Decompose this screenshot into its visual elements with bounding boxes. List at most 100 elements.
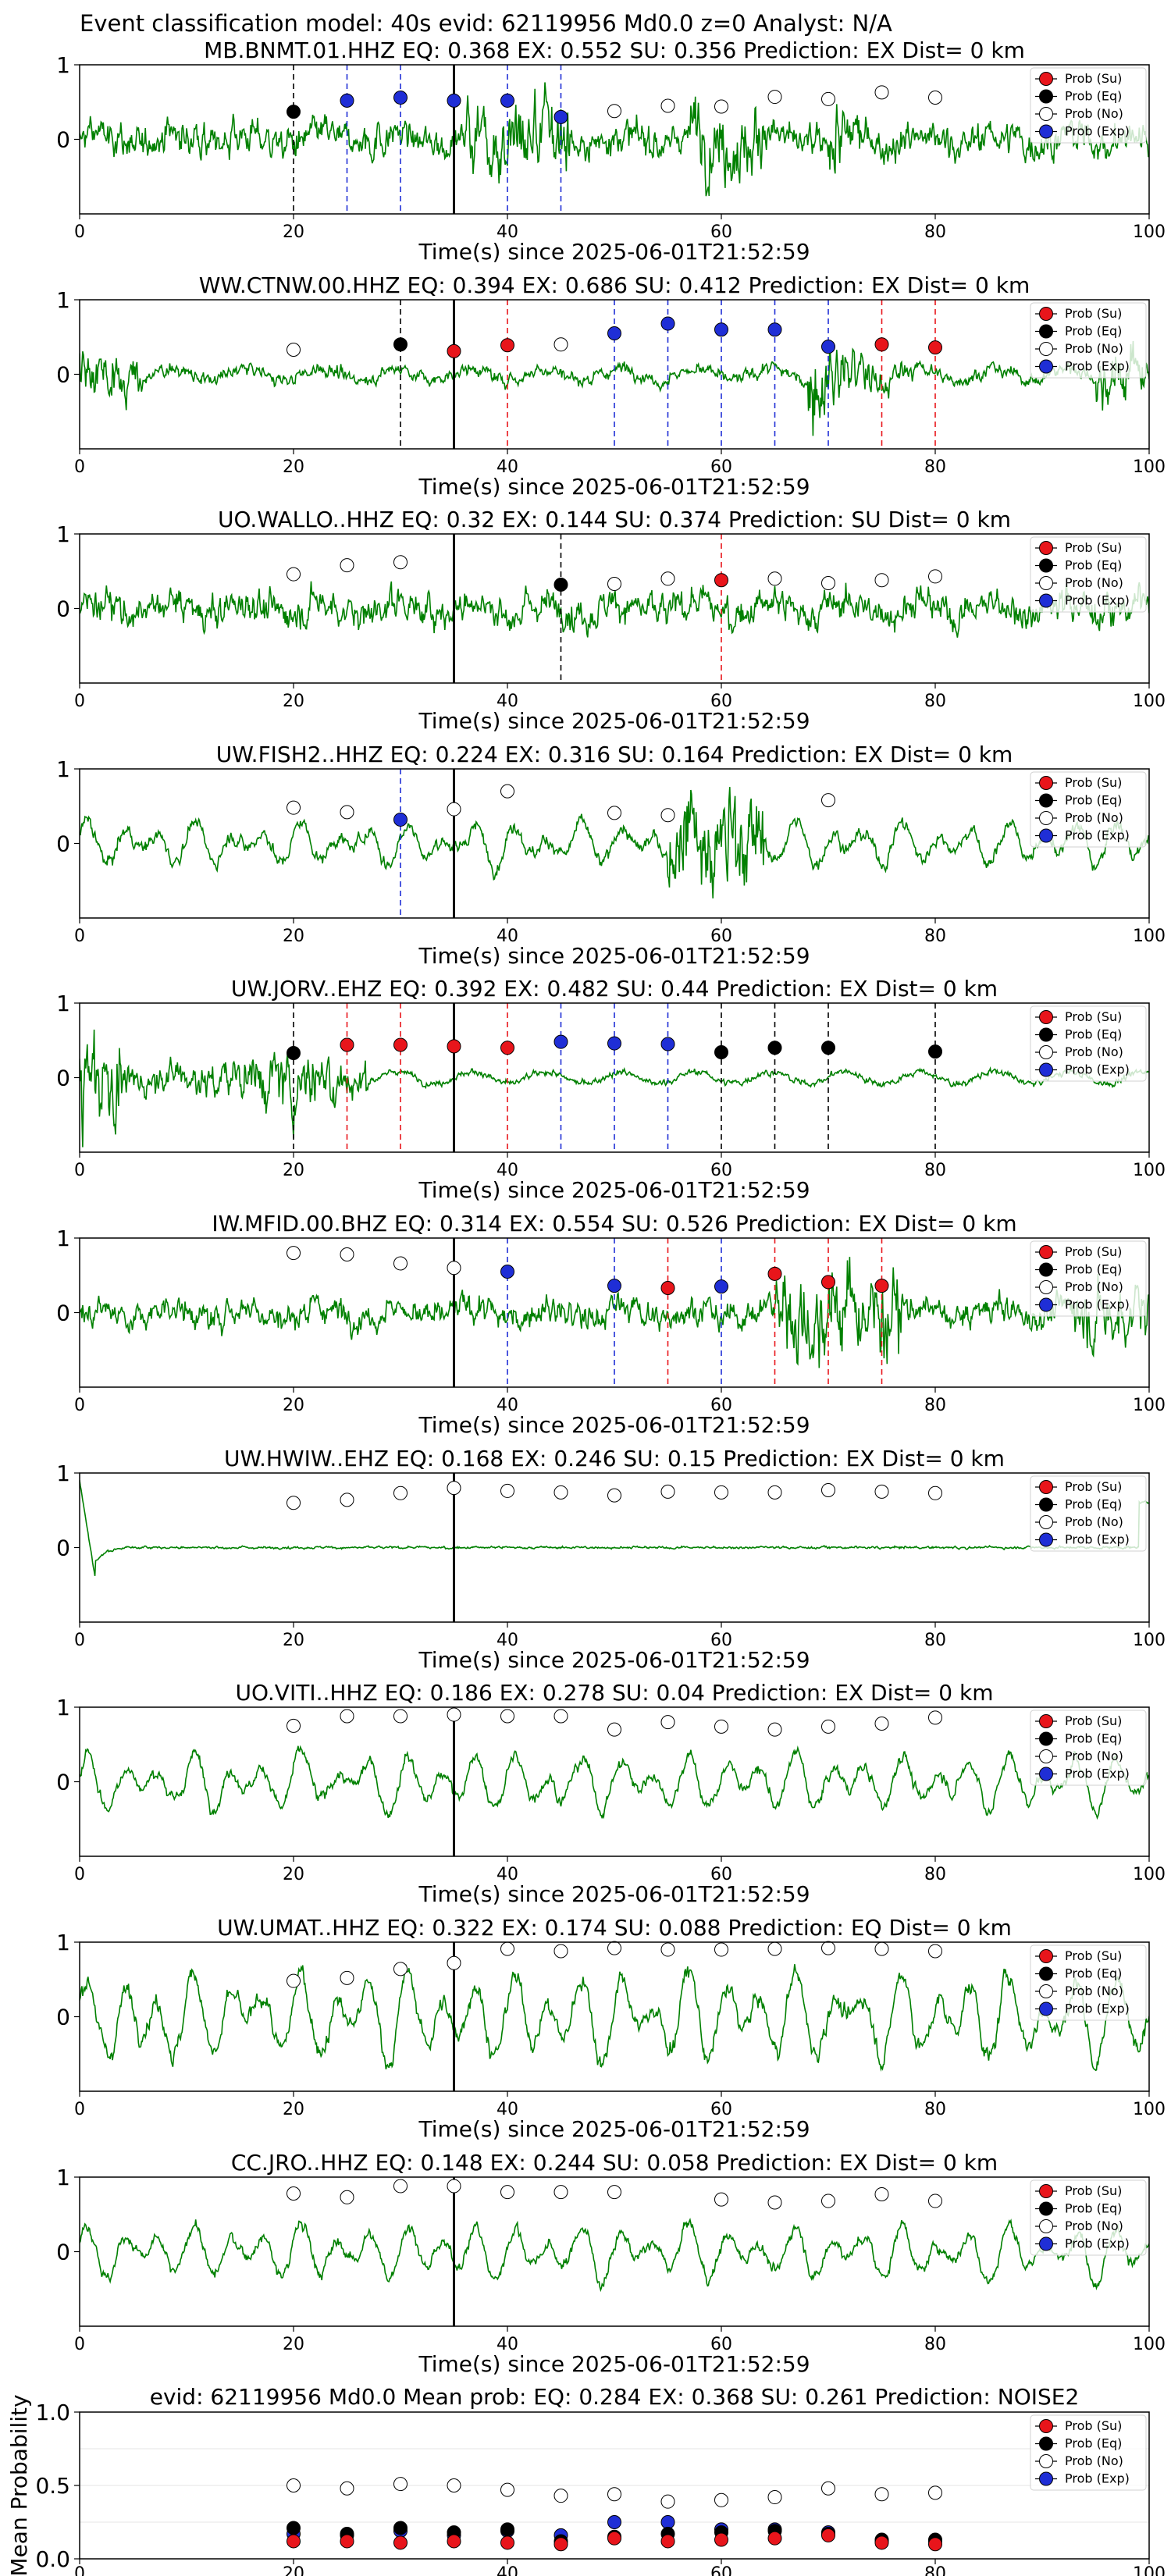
x-tick-label: 60 [710, 222, 732, 242]
legend-marker [1039, 593, 1053, 608]
prob-marker-no [607, 576, 621, 591]
panel-title: MB.BNMT.01.HHZ EQ: 0.368 EX: 0.552 SU: 0… [204, 37, 1025, 63]
prob-marker-no [553, 2185, 568, 2200]
x-tick-label: 100 [1133, 1631, 1166, 1650]
prob-marker-no [714, 2192, 728, 2207]
legend-marker [1039, 2471, 1053, 2486]
prob-marker-no [393, 555, 408, 570]
legend-marker [1039, 2201, 1053, 2216]
panel-title: UW.FISH2..HHZ EQ: 0.224 EX: 0.316 SU: 0.… [216, 742, 1013, 767]
y-tick-label: 0 [56, 1770, 70, 1795]
prob-marker-exp [500, 93, 514, 108]
prob-marker-no [874, 1484, 889, 1499]
legend-label: Prob (No) [1065, 106, 1123, 121]
y-tick-label: 1 [56, 1930, 70, 1955]
prob-marker-su [500, 1041, 514, 1055]
prob-marker-exp [714, 1279, 728, 1294]
mean-prob-marker [447, 2478, 461, 2492]
prob-marker-no [660, 571, 675, 586]
mean-prob-marker [928, 2537, 942, 2552]
y-tick-label: 1 [56, 52, 70, 78]
prob-marker-su [821, 1275, 835, 1290]
x-tick-label: 60 [710, 2100, 732, 2119]
legend-marker [1039, 776, 1053, 790]
prob-marker-no [500, 1709, 514, 1724]
y-tick-label: 0 [56, 1300, 70, 1326]
prob-marker-no [287, 1973, 301, 1988]
x-tick-label: 20 [283, 1161, 304, 1180]
waveform-trace [80, 1479, 1149, 1577]
prob-marker-su [393, 1037, 408, 1052]
x-tick-label: 0 [74, 1631, 85, 1650]
mean-prob-marker [928, 2485, 942, 2500]
y-tick-label: 1 [56, 287, 70, 313]
legend-marker [1039, 1045, 1053, 1059]
axes-frame [79, 1941, 1150, 2092]
legend-marker [1039, 1297, 1053, 1312]
x-tick-label: 100 [1133, 2100, 1166, 2119]
x-tick-label: 40 [497, 222, 518, 242]
prob-marker-no [340, 558, 354, 573]
prob-marker-no [821, 1482, 835, 1497]
legend-marker [1039, 324, 1053, 339]
legend-marker [1039, 2001, 1053, 2016]
prob-marker-eq [287, 1045, 301, 1060]
legend-marker [1039, 1245, 1053, 1259]
legend-label: Prob (Exp) [1065, 124, 1130, 139]
legend-label: Prob (Exp) [1065, 1062, 1130, 1077]
legend-frame [1030, 1005, 1147, 1082]
legend-label: Prob (Eq) [1065, 89, 1122, 104]
mean-prob-marker [553, 2537, 568, 2552]
legend-marker [1039, 1515, 1053, 1529]
legend-marker [1039, 72, 1053, 86]
x-axis-label: Time(s) since 2025-06-01T21:52:59 [418, 2351, 810, 2377]
x-tick-label: 40 [497, 1396, 518, 1415]
legend-label: Prob (Eq) [1065, 2201, 1122, 2216]
x-tick-label: 60 [710, 1161, 732, 1180]
y-tick-label: 1 [56, 521, 70, 547]
prob-marker-eq [553, 577, 568, 592]
legend: Prob (Su) Prob (Eq) Prob (No) Prob (Exp) [1030, 1944, 1147, 2021]
mean-prob-marker [340, 2481, 354, 2496]
mean-prob-marker [714, 2492, 728, 2507]
mean-prob-marker [821, 2481, 835, 2496]
prob-marker-exp [767, 322, 782, 337]
prob-marker-no [447, 1261, 461, 1276]
prob-marker-no [928, 1485, 942, 1500]
prob-marker-no [393, 1962, 408, 1976]
x-tick-label: 80 [924, 927, 946, 946]
legend-label: Prob (Exp) [1065, 593, 1130, 608]
prob-marker-no [660, 1715, 675, 1730]
legend-marker [1039, 1532, 1053, 1547]
prob-marker-no [393, 2179, 408, 2194]
legend-marker [1039, 2184, 1053, 2198]
panel-title: UW.JORV..EHZ EQ: 0.392 EX: 0.482 SU: 0.4… [231, 976, 998, 1002]
prob-marker-no [928, 569, 942, 584]
legend-label: Prob (Eq) [1065, 1497, 1122, 1512]
prob-marker-exp [821, 340, 835, 354]
x-tick-label: 20 [283, 1396, 304, 1415]
mean-prob-marker [660, 2494, 675, 2509]
prob-marker-no [928, 1944, 942, 1959]
legend-marker [1039, 1984, 1053, 1998]
legend: Prob (Su) Prob (Eq) Prob (No) Prob (Exp) [1030, 2179, 1147, 2256]
prob-marker-no [821, 1941, 835, 1955]
x-tick-label: 40 [497, 1161, 518, 1180]
legend-label: Prob (Exp) [1065, 2236, 1130, 2251]
prob-marker-no [607, 104, 621, 119]
x-tick-label: 20 [283, 2564, 304, 2576]
legend-marker [1039, 811, 1053, 825]
x-tick-label: 100 [1133, 692, 1166, 711]
prob-marker-no [340, 805, 354, 820]
prob-marker-no [340, 1970, 354, 1985]
prob-marker-exp [607, 1279, 621, 1293]
waveform-trace [80, 581, 1149, 638]
station-panel: UO.WALLO..HHZ EQ: 0.32 EX: 0.144 SU: 0.3… [56, 507, 1166, 734]
x-tick-label: 100 [1133, 457, 1166, 477]
prob-marker-no [287, 567, 301, 582]
legend-frame [1030, 1475, 1147, 1552]
legend-marker [1039, 2436, 1053, 2451]
prob-marker-su [340, 1037, 354, 1052]
legend-label: Prob (No) [1065, 1279, 1123, 1294]
x-tick-label: 80 [924, 1161, 946, 1180]
